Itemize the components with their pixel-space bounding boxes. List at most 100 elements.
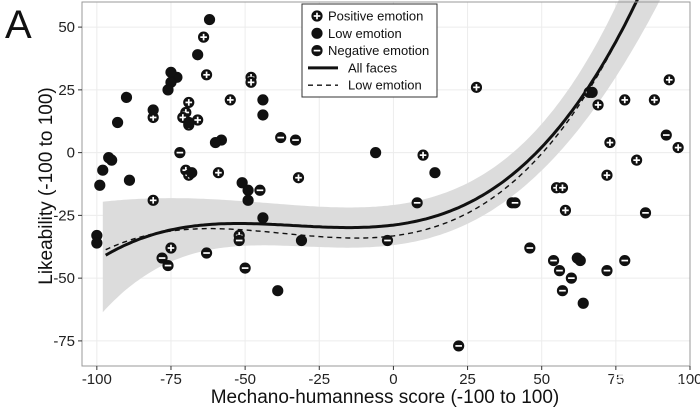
point-plus [619, 94, 631, 106]
point-plus [183, 96, 195, 109]
point-minus [233, 234, 245, 247]
point-plus [292, 172, 305, 184]
marker-disc [120, 91, 133, 103]
point-minus [162, 259, 174, 272]
point-filled [429, 167, 441, 179]
point-plus [648, 94, 661, 106]
point-filled [203, 13, 216, 26]
point-filled [183, 116, 195, 129]
fit-line-all-faces [104, 0, 639, 257]
marker-disc [165, 66, 177, 78]
marker-disc [295, 234, 308, 247]
panel-letter: A [5, 3, 32, 47]
x-tick-label: -25 [308, 371, 330, 388]
point-plus [672, 142, 684, 154]
point-filled [272, 285, 284, 297]
y-axis-title: Likeability (-100 to 100) [36, 87, 57, 285]
point-minus [381, 234, 394, 247]
y-tick-label: 25 [58, 82, 75, 99]
point-filled [106, 154, 118, 166]
point-minus [174, 147, 186, 159]
x-tick-label: 75 [608, 371, 625, 388]
marker-disc [257, 212, 269, 224]
point-minus [509, 197, 521, 209]
point-plus [631, 154, 643, 166]
point-minus [275, 131, 287, 144]
marker-disc [192, 49, 204, 61]
marker-disc [577, 297, 589, 309]
x-axis-title: Mechano-humanness score (-100 to 100) [211, 387, 560, 408]
point-plus [559, 204, 572, 216]
point-plus [192, 114, 204, 126]
point-filled [147, 104, 159, 116]
x-tick-label: -100 [82, 371, 112, 388]
point-filled [94, 179, 106, 191]
legend-key-filled [311, 27, 323, 39]
x-tick-label: 50 [533, 371, 550, 388]
marker-disc [91, 237, 103, 249]
marker-disc [574, 254, 586, 267]
point-minus [200, 247, 213, 259]
marker-disc [183, 116, 195, 129]
point-plus [147, 194, 159, 206]
x-tick-label: 25 [459, 371, 476, 388]
point-filled [295, 234, 308, 247]
point-filled [97, 164, 109, 176]
marker-disc [242, 184, 254, 196]
marker-disc [370, 147, 382, 159]
legend-key-plus [311, 10, 323, 22]
point-plus [165, 242, 177, 254]
point-minus [453, 340, 465, 352]
point-minus [601, 265, 613, 277]
marker-disc [97, 164, 109, 176]
marker-disc [162, 84, 174, 96]
y-tick-label: -25 [53, 207, 75, 224]
marker-disc [106, 154, 118, 166]
marker-disc [111, 116, 124, 129]
marker-disc [94, 179, 106, 191]
point-filled [111, 116, 124, 129]
y-tick-label: 0 [67, 145, 75, 162]
point-filled [370, 147, 382, 159]
point-plus [198, 31, 210, 43]
point-minus [156, 252, 168, 264]
point-filled [209, 136, 222, 149]
point-filled [257, 212, 269, 224]
marker-disc [257, 109, 269, 121]
legend-key-minus [311, 44, 323, 57]
marker-disc [147, 104, 159, 116]
point-filled [242, 194, 254, 206]
plot-frame [81, 1, 691, 367]
legend-box [301, 3, 438, 98]
point-plus [556, 182, 569, 194]
point-plus [212, 167, 225, 179]
watermark: 知乎 @周语言-Max [562, 373, 690, 390]
point-minus [289, 134, 302, 146]
point-minus [660, 129, 672, 141]
marker-disc [429, 167, 441, 179]
point-plus [200, 69, 213, 81]
marker-disc [186, 167, 198, 179]
y-tick-label: -75 [53, 333, 75, 350]
point-filled [123, 174, 136, 186]
point-minus [565, 272, 577, 284]
point-filled [577, 297, 589, 309]
point-plus [604, 136, 616, 149]
point-minus [556, 285, 569, 297]
x-tick-label: 0 [389, 371, 397, 388]
x-tick-label: 100 [677, 371, 700, 388]
marker-disc [272, 285, 284, 297]
point-filled [165, 66, 177, 78]
point-plus [224, 94, 236, 106]
marker-disc [242, 194, 254, 206]
point-plus [592, 99, 604, 111]
marker-disc [203, 13, 216, 26]
point-filled [236, 177, 248, 189]
legend-label: Positive emotion [328, 9, 423, 24]
point-minus [547, 254, 560, 267]
legend-label: All faces [348, 60, 398, 75]
marker-disc [236, 177, 248, 189]
legend-label: Negative emotion [328, 43, 429, 58]
